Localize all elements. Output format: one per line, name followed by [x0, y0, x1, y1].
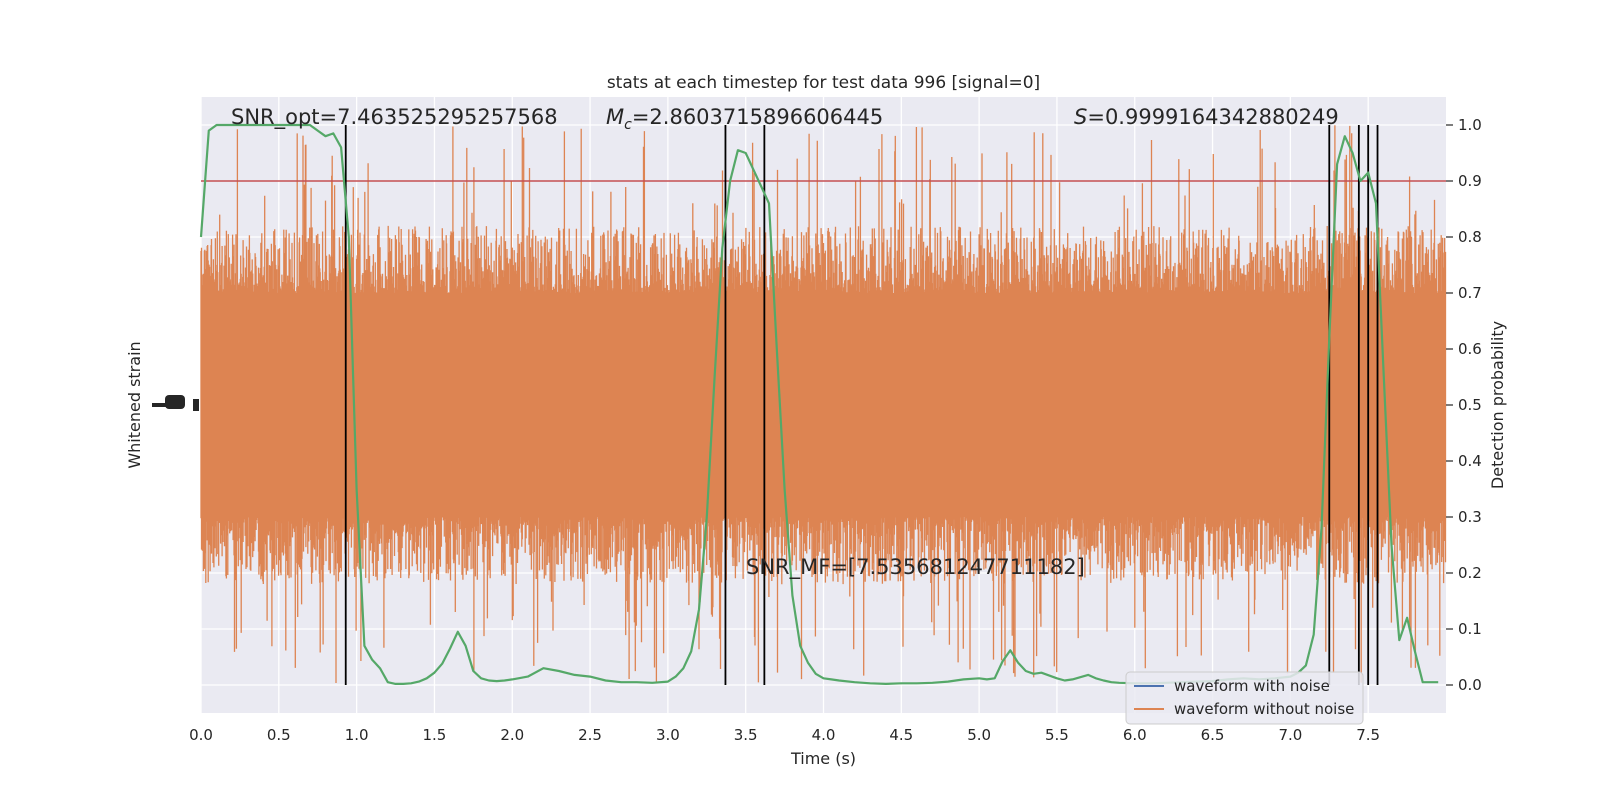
annotation-chirp-mass-value: =2.8603715896606445 — [632, 105, 883, 129]
strain-trace — [200, 125, 1447, 683]
left-tick-glyph — [152, 403, 170, 407]
y-tick-label-right: 0.6 — [1458, 340, 1482, 358]
y-tick-label-right: 0.7 — [1458, 284, 1482, 302]
event-lines — [344, 125, 1379, 685]
annotation-snr-opt: SNR_opt=7.463525295257568 — [231, 105, 558, 130]
legend-box — [1125, 671, 1364, 725]
legend: waveform with noise waveform without noi… — [1125, 671, 1364, 725]
x-tick-label: 2.0 — [500, 726, 524, 744]
x-tick-label: 7.5 — [1356, 726, 1380, 744]
annotation-chirp-mass: Mc=2.8603715896606445 — [606, 105, 883, 133]
left-axis-ticks — [152, 395, 199, 411]
x-tick-label: 0.0 — [189, 726, 213, 744]
y-axis-label-left: Whitened strain — [125, 341, 144, 468]
x-tick-label: 1.5 — [423, 726, 447, 744]
y-tick-label-right: 0.0 — [1458, 676, 1482, 694]
x-tick-label: 7.0 — [1278, 726, 1302, 744]
left-tick-glyph — [193, 399, 199, 411]
x-tick-label: 1.0 — [345, 726, 369, 744]
axes: 0.0 0.5 1.0 1.5 2.0 2.5 3.0 3.5 4.0 4.5 5.0 5.5 6.0 6… — [189, 116, 1482, 744]
chart-title: stats at each timestep for test data 996… — [607, 73, 1040, 93]
x-axis-label: Time (s) — [790, 749, 856, 768]
left-tick-glyph — [165, 395, 185, 409]
annotation-s-symbol: S — [1074, 105, 1087, 129]
x-tick-label: 3.0 — [656, 726, 680, 744]
annotation-chirp-mass-subscript: c — [624, 117, 632, 133]
x-tick-label: 6.5 — [1201, 726, 1225, 744]
y-tick-label-right: 0.8 — [1458, 228, 1482, 246]
y-tick-label-right: 1.0 — [1458, 116, 1482, 134]
x-tick-label: 6.0 — [1123, 726, 1147, 744]
y-tick-label-right: 0.2 — [1458, 564, 1482, 582]
y-axis-label-right: Detection probability — [1488, 321, 1507, 489]
y-tick-label-right: 0.9 — [1458, 172, 1482, 190]
annotation-snr-mf: SNR_MF=[7.535681247711182] — [746, 555, 1085, 580]
x-tick-label: 3.5 — [734, 726, 758, 744]
strain-series — [200, 125, 1447, 683]
y-tick-label-right: 0.5 — [1458, 396, 1482, 414]
x-tick-label: 4.5 — [889, 726, 913, 744]
annotation-s: S=0.9999164342880249 — [1074, 105, 1339, 129]
annotation-s-value: =0.9999164342880249 — [1087, 105, 1338, 129]
x-tick-label: 4.0 — [812, 726, 836, 744]
x-tick-label: 5.0 — [967, 726, 991, 744]
legend-label-noise: waveform with noise — [1174, 677, 1330, 695]
legend-label-clean: waveform without noise — [1174, 700, 1354, 718]
y-tick-label-right: 0.1 — [1458, 620, 1482, 638]
y-tick-label-right: 0.4 — [1458, 452, 1482, 470]
y-tick-label-right: 0.3 — [1458, 508, 1482, 526]
annotation-chirp-mass-symbol: M — [606, 105, 624, 129]
x-tick-label: 0.5 — [267, 726, 291, 744]
x-tick-label: 5.5 — [1045, 726, 1069, 744]
x-tick-label: 2.5 — [578, 726, 602, 744]
